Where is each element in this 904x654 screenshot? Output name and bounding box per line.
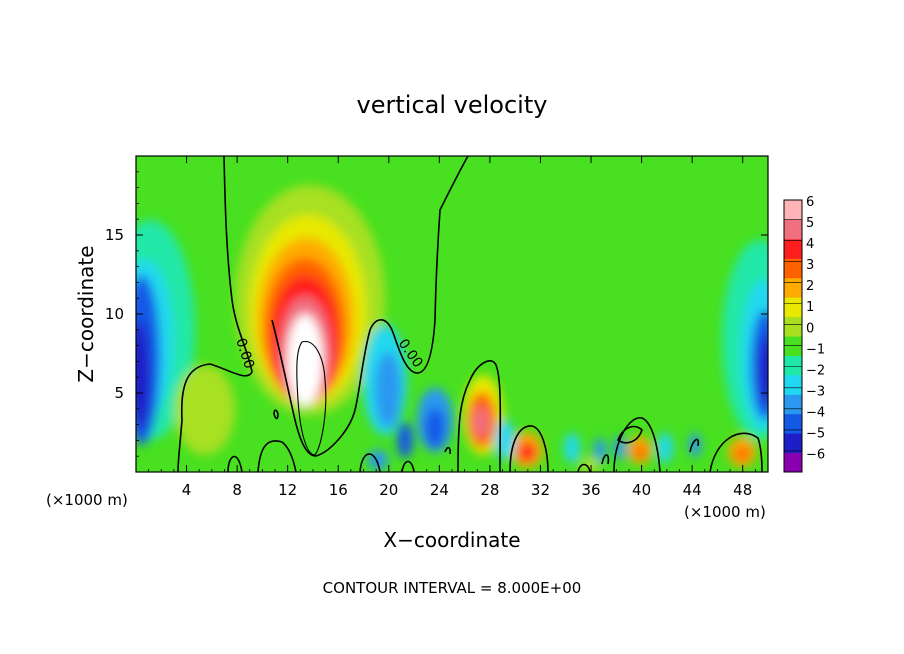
- blob: [136, 320, 150, 430]
- colorbar-swatch: [784, 433, 802, 454]
- colorbar-swatch: [784, 374, 802, 395]
- colorbar-label: −4: [806, 405, 825, 420]
- colorbar-label: 0: [806, 321, 814, 336]
- blob: [580, 457, 600, 472]
- colorbar-label: −2: [806, 363, 825, 378]
- zero-contour: [509, 425, 549, 472]
- colorbar-swatch: [784, 219, 802, 240]
- x-unit-left: (×1000 m): [46, 491, 128, 509]
- colorbar-label: 4: [806, 237, 814, 252]
- colorbar-swatch: [784, 316, 802, 337]
- colorbar-swatch: [784, 452, 802, 473]
- zero-contour: [271, 156, 469, 457]
- chart-title: vertical velocity: [357, 91, 548, 119]
- x-tick-label: 16: [329, 481, 348, 499]
- zero-contour: [401, 460, 415, 472]
- colorbar-label: −1: [806, 342, 825, 357]
- colorbar-swatch: [784, 200, 802, 220]
- y-axis-label: Z−coordinate: [74, 245, 98, 382]
- blob: [634, 445, 646, 459]
- x-tick-label: 40: [632, 481, 651, 499]
- colorbar-label: −3: [806, 384, 825, 399]
- x-tick-label: 28: [480, 481, 499, 499]
- x-tick-label: 24: [430, 481, 449, 499]
- colorbar: 6 5 4 3 2 1 0 −1 −2 −3 −4 −5 −6: [783, 195, 825, 473]
- blob: [759, 335, 768, 405]
- colorbar-label: −5: [806, 427, 825, 442]
- colorbar-label: 3: [806, 258, 814, 273]
- blob: [425, 408, 445, 448]
- zero-contour: [689, 438, 700, 453]
- colorbar-label: −6: [806, 448, 825, 463]
- x-unit-right: (×1000 m): [684, 503, 766, 521]
- colorbar-label: 5: [806, 216, 814, 231]
- zero-contour: [457, 360, 502, 472]
- blob: [657, 433, 673, 463]
- zero-contour: [613, 417, 661, 472]
- blob: [689, 433, 701, 457]
- blob: [368, 450, 388, 470]
- x-axis: 4 8 12 16 20 24 28 32 36 40 44 48: [148, 156, 756, 499]
- colorbar-swatch: [784, 238, 802, 259]
- colorbar-swatch: [784, 394, 802, 415]
- colorbar-swatch: [784, 258, 802, 279]
- x-tick-label: 4: [182, 481, 192, 499]
- heatmap-field: [136, 156, 768, 472]
- x-tick-label: 48: [733, 481, 752, 499]
- colorbar-label: 1: [806, 300, 814, 315]
- colorbar-label: 2: [806, 279, 814, 294]
- colorbar-swatch: [784, 355, 802, 376]
- contour-interval-note: CONTOUR INTERVAL = 8.000E+00: [323, 579, 582, 597]
- zero-contour: [617, 425, 643, 444]
- x-tick-label: 8: [232, 481, 242, 499]
- x-tick-label: 32: [531, 481, 550, 499]
- blob: [473, 407, 489, 437]
- x-axis-label: X−coordinate: [383, 528, 520, 552]
- blob: [175, 365, 235, 455]
- zero-contour: [257, 440, 297, 472]
- colorbar-swatch: [784, 413, 802, 434]
- zero-contour: [177, 156, 253, 472]
- x-tick-label: 36: [581, 481, 600, 499]
- x-tick-label: 20: [379, 481, 398, 499]
- y-tick-label: 10: [105, 305, 124, 323]
- zero-contour: [444, 446, 451, 455]
- blob: [397, 422, 413, 458]
- blob: [564, 433, 580, 463]
- y-tick-label: 15: [105, 226, 124, 244]
- y-tick-label: 5: [114, 384, 124, 402]
- field-blobs: [136, 185, 768, 472]
- y-axis: 5 10 15: [105, 171, 768, 457]
- x-tick-label: 12: [278, 481, 297, 499]
- blob: [735, 447, 749, 461]
- zero-contour: [273, 409, 279, 420]
- zero-contour: [227, 455, 243, 472]
- blob: [287, 314, 323, 406]
- blob: [375, 352, 401, 428]
- blob: [518, 442, 536, 462]
- zero-contour: [709, 432, 763, 472]
- inner-contour: [296, 341, 327, 456]
- zero-contour: [359, 453, 381, 472]
- zero-contour: [601, 454, 610, 465]
- x-tick-label: 44: [683, 481, 702, 499]
- colorbar-swatch: [784, 277, 802, 298]
- colorbar-swatch: [784, 297, 802, 318]
- colorbar-label: 6: [806, 195, 814, 210]
- blob: [594, 438, 606, 462]
